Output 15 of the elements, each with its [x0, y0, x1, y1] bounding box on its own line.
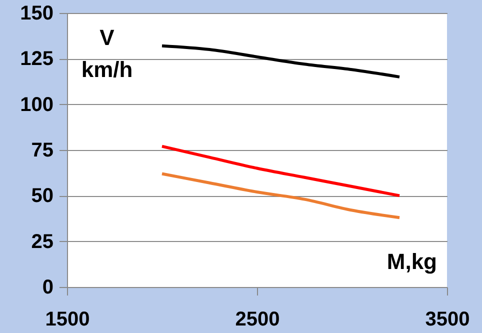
y-tick-label: 0 [42, 276, 54, 298]
y-tick-label: 150 [20, 2, 54, 24]
y-tick-label: 75 [31, 140, 54, 162]
y-axis-title: V km/h [81, 25, 133, 82]
x-tick-label: 3500 [425, 308, 470, 330]
line-series [160, 144, 401, 198]
line-series [160, 44, 401, 78]
y-tick-label: 25 [31, 230, 54, 253]
x-tick-label: 1500 [45, 308, 90, 330]
y-tick-label: 100 [20, 94, 54, 116]
x-tick-label: 2500 [235, 308, 280, 330]
x-axis-title: M,kg [386, 249, 437, 274]
line-series [160, 172, 401, 220]
y-tick-label: 50 [31, 185, 54, 208]
y-tick-label: 125 [20, 48, 54, 70]
